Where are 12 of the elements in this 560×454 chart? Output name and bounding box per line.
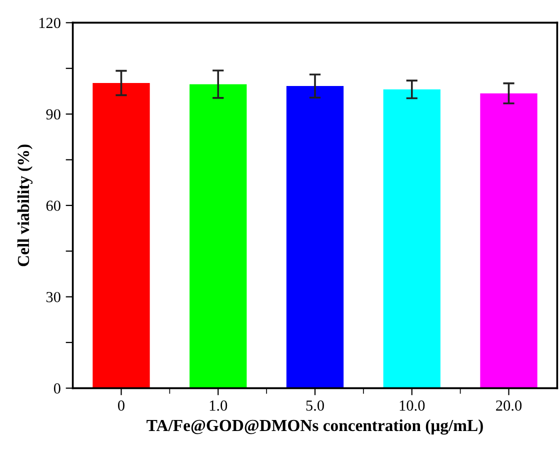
x-tick-label: 10.0 (400, 400, 425, 411)
y-axis-title: Cell viability (%) (17, 144, 33, 266)
x-tick-label: 1.0 (210, 400, 228, 411)
y-tick-label: 60 (46, 200, 60, 211)
x-tick-label: 5.0 (306, 400, 324, 411)
x-tick-label: 20.0 (496, 400, 522, 411)
y-tick-label: 120 (39, 18, 60, 28)
x-axis-title: TA/Fe@GOD@DMONs concentration (μg/mL) (146, 419, 483, 435)
y-tick-label: 0 (54, 383, 60, 394)
y-tick-label: 30 (46, 292, 60, 302)
x-tick-label: 0 (118, 400, 124, 411)
y-tick-label: 90 (46, 109, 60, 120)
